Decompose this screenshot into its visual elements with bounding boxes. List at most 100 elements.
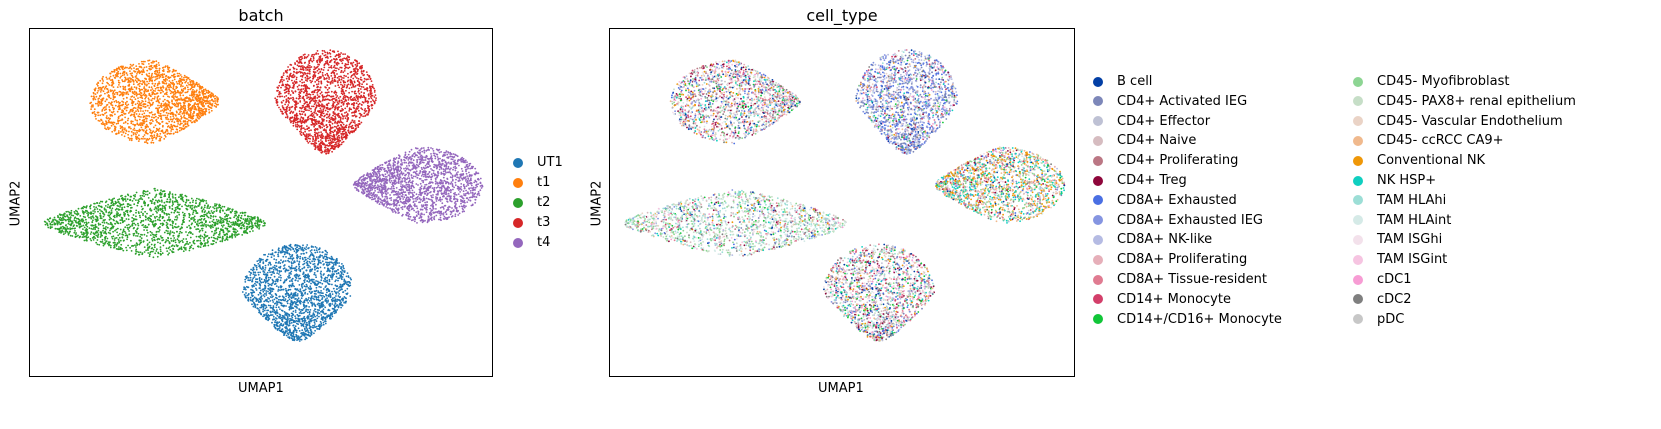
scatter-point xyxy=(116,93,119,96)
scatter-point xyxy=(290,318,293,321)
scatter-point xyxy=(190,197,193,200)
scatter-point xyxy=(283,280,286,283)
scatter-point xyxy=(279,330,282,332)
scatter-point xyxy=(316,313,319,315)
scatter-point xyxy=(267,304,270,307)
scatter-point xyxy=(176,72,179,75)
scatter-point xyxy=(272,305,275,307)
scatter-point xyxy=(176,120,179,123)
scatter-point xyxy=(329,257,332,260)
scatter-point xyxy=(308,261,311,263)
scatter-point xyxy=(144,103,147,106)
scatter-point xyxy=(92,239,95,241)
scatter-point xyxy=(257,293,260,296)
scatter-point xyxy=(158,67,161,70)
scatter-point xyxy=(178,211,180,214)
scatter-point xyxy=(156,218,159,221)
scatter-point xyxy=(128,77,131,79)
scatter-point xyxy=(155,78,157,81)
scatter-point xyxy=(193,112,195,114)
scatter-point xyxy=(248,279,251,282)
scatter-point xyxy=(132,214,135,216)
scatter-point xyxy=(262,281,265,284)
scatter-point xyxy=(215,105,217,108)
scatter-point xyxy=(99,240,102,243)
scatter-point xyxy=(143,226,145,229)
scatter-point xyxy=(324,317,327,320)
scatter-point xyxy=(316,251,319,254)
scatter-point xyxy=(333,296,336,299)
scatter-point xyxy=(252,271,255,274)
scatter-point xyxy=(286,322,289,324)
scatter-point xyxy=(161,67,164,69)
scatter-point xyxy=(129,72,132,75)
scatter-point xyxy=(338,296,341,299)
scatter-point xyxy=(289,257,292,260)
scatter-point xyxy=(258,282,261,285)
scatter-point xyxy=(176,131,179,133)
scatter-point xyxy=(332,297,334,300)
scatter-point xyxy=(334,262,337,265)
scatter-point xyxy=(311,295,313,297)
scatter-point xyxy=(151,103,154,106)
scatter-point xyxy=(286,327,288,330)
scatter-point xyxy=(102,224,105,227)
scatter-point xyxy=(98,120,101,122)
scatter-point xyxy=(315,320,318,323)
scatter-point xyxy=(265,275,268,278)
scatter-point xyxy=(81,218,84,221)
scatter-point xyxy=(254,306,257,309)
scatter-point xyxy=(119,125,122,127)
scatter-point xyxy=(302,320,304,322)
scatter-point xyxy=(320,270,322,273)
scatter-point xyxy=(135,209,138,212)
scatter-point xyxy=(172,132,175,135)
scatter-point xyxy=(116,67,118,70)
scatter-point xyxy=(265,290,268,292)
scatter-point xyxy=(273,258,276,260)
scatter-point xyxy=(279,279,282,282)
scatter-point xyxy=(238,214,240,217)
scatter-point xyxy=(279,289,281,292)
scatter-point xyxy=(318,328,321,331)
scatter-point xyxy=(343,296,346,298)
scatter-point xyxy=(262,266,264,268)
scatter-point xyxy=(273,272,275,275)
scatter-point xyxy=(114,113,116,116)
scatter-point xyxy=(304,288,307,291)
scatter-point xyxy=(214,203,216,205)
scatter-point xyxy=(302,307,305,310)
scatter-point xyxy=(143,86,146,88)
scatter-point xyxy=(62,221,64,224)
scatter-point xyxy=(327,282,329,285)
scatter-point xyxy=(337,272,340,274)
scatter-point xyxy=(192,88,194,91)
scatter-point xyxy=(110,70,113,73)
scatter-point xyxy=(294,293,296,296)
scatter-point xyxy=(159,246,162,249)
scatter-point xyxy=(327,269,329,272)
scatter-point xyxy=(201,113,204,116)
scatter-point xyxy=(120,195,122,198)
scatter-point xyxy=(264,253,266,256)
scatter-point xyxy=(170,132,172,135)
scatter-point xyxy=(290,312,293,315)
scatter-point xyxy=(176,211,179,214)
scatter-point xyxy=(272,315,275,318)
scatter-point xyxy=(305,308,308,311)
scatter-point xyxy=(220,217,222,219)
scatter-point xyxy=(300,297,303,300)
scatter-point xyxy=(122,203,125,206)
scatter-point xyxy=(313,272,316,274)
scatter-point xyxy=(297,275,300,278)
scatter-point xyxy=(289,329,291,332)
scatter-point xyxy=(67,210,69,213)
scatter-point xyxy=(90,108,92,110)
scatter-point xyxy=(205,108,208,110)
scatter-point xyxy=(303,315,306,318)
scatter-point xyxy=(304,328,306,331)
scatter-point xyxy=(321,254,323,257)
scatter-point xyxy=(153,202,156,205)
scatter-point xyxy=(264,280,267,282)
scatter-point xyxy=(306,244,309,246)
